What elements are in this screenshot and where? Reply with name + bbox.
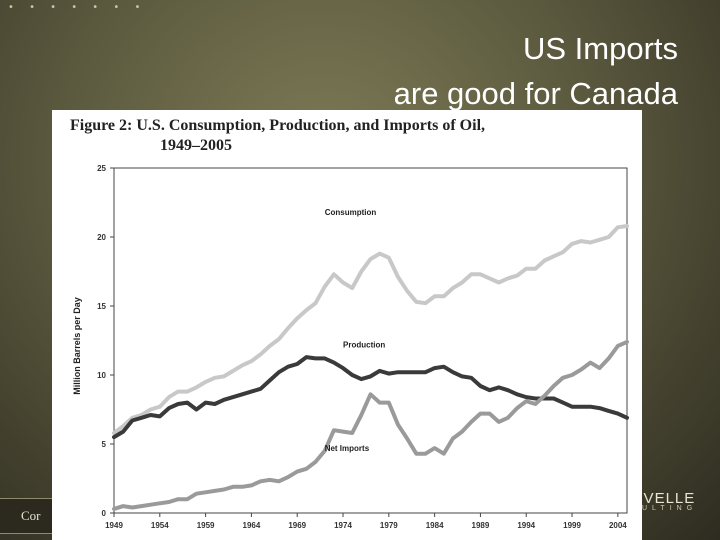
x-tick-label: 1979: [380, 521, 398, 530]
x-tick-label: 1954: [151, 521, 169, 530]
footer-bar: Cor: [0, 498, 62, 534]
x-tick-label: 1989: [472, 521, 490, 530]
x-tick-label: 1949: [105, 521, 123, 530]
company-logo: RVELLE ULTING: [632, 490, 697, 512]
x-tick-label: 2004: [609, 521, 627, 530]
series-label-production: Production: [343, 340, 385, 349]
y-tick-label: 20: [97, 233, 106, 242]
x-tick-label: 1974: [334, 521, 352, 530]
x-tick-label: 1999: [563, 521, 581, 530]
y-axis-label: Million Barrels per Day: [72, 297, 82, 395]
y-tick-label: 5: [102, 440, 107, 449]
slide-title: US Imports are good for Canada: [394, 26, 678, 116]
x-tick-label: 1984: [426, 521, 444, 530]
decorative-dots: • • • • • • •: [8, 2, 147, 13]
figure-panel: Figure 2: U.S. Consumption, Production, …: [52, 110, 642, 540]
y-tick-label: 15: [97, 302, 106, 311]
series-label-net-imports: Net Imports: [325, 444, 370, 453]
series-label-consumption: Consumption: [325, 208, 377, 217]
slide-title-line-2: are good for Canada: [393, 76, 678, 111]
slide-title-line-1: US Imports: [522, 31, 678, 66]
y-tick-label: 0: [102, 509, 107, 518]
x-tick-label: 1969: [288, 521, 306, 530]
y-tick-label: 25: [97, 164, 106, 173]
x-tick-label: 1959: [197, 521, 215, 530]
x-tick-label: 1994: [517, 521, 535, 530]
y-tick-label: 10: [97, 371, 106, 380]
chart-title: Figure 2: U.S. Consumption, Production, …: [70, 117, 485, 134]
x-tick-label: 1964: [243, 521, 261, 530]
chart-title-years: 1949–2005: [160, 137, 232, 154]
series-line-net-imports: [112, 339, 629, 511]
logo-main-text: RVELLE: [632, 490, 696, 507]
footer-text: Cor: [21, 508, 41, 523]
line-chart: Figure 2: U.S. Consumption, Production, …: [70, 117, 629, 530]
series-line-consumption: [112, 224, 629, 435]
logo-sub-text: ULTING: [642, 505, 698, 512]
